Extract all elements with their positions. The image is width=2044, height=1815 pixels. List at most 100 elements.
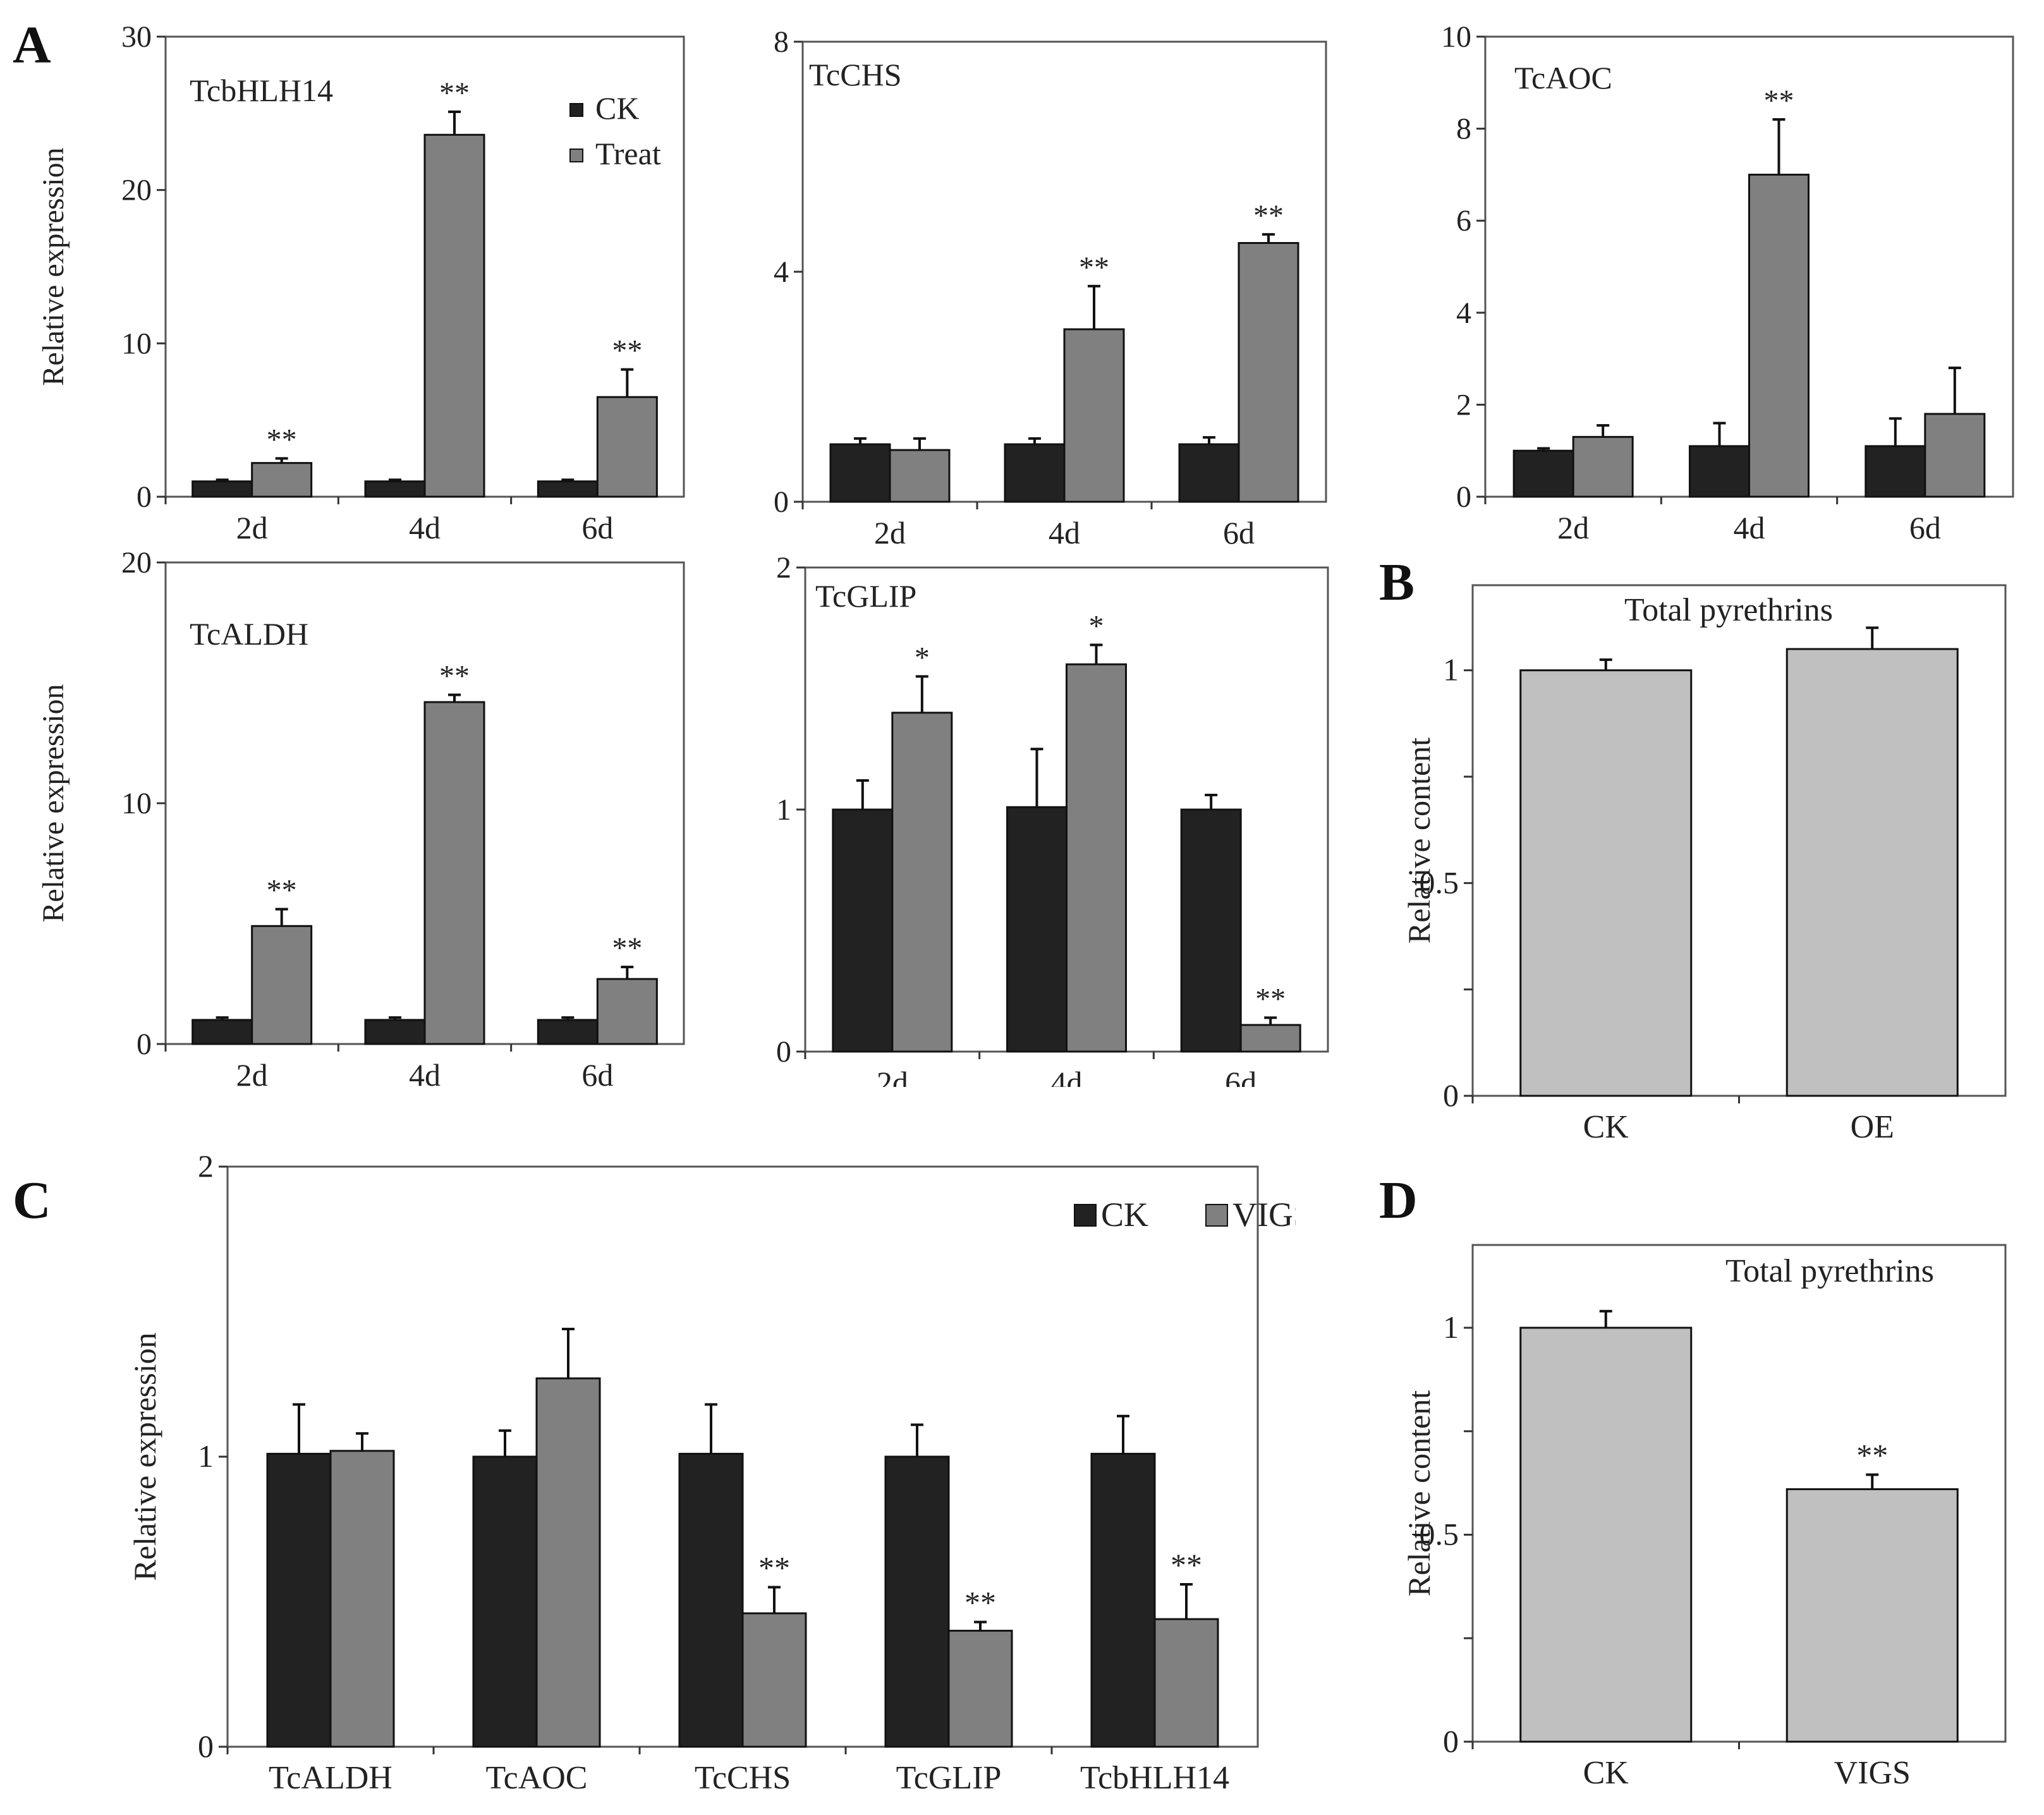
bar-ck [1090,1452,1156,1748]
y-tick-label: 1 [776,793,791,827]
x-tick-label: 6d [1225,1065,1256,1087]
bar-ck [266,1452,332,1748]
bar-treat [1748,173,1810,498]
legend-swatch-treat [569,149,583,162]
y-tick-label: 20 [121,174,152,207]
bar-ck [192,1019,253,1045]
y-tick-label: 1 [1443,1309,1459,1345]
significance-label: ** [612,334,642,368]
chart-tcaoc: 0 2 4 6 8 10 TcAOC 2d 4d ** 6d [1441,20,2014,545]
significance-label: * [915,641,930,674]
y-tick-label: 6 [1456,204,1471,238]
significance-label: * [1089,610,1104,643]
x-tick-label: 2d [236,510,268,545]
y-tick-label: 10 [1441,20,1471,54]
bar-treat [423,133,485,498]
chart-tcaldh: 0 10 20 Relative expression TcALDH 2d ** 4d ** 6d… [37,546,685,1087]
y-axis-label: Relative content [1401,1390,1437,1596]
y-axis-label: Relative expression [127,1333,162,1581]
chart-vigs-expression: 0 1 2 Relative expression TcALDH TcAOC TcCHS **… [127,1148,1296,1796]
y-tick-label: 0 [774,485,789,519]
x-tick-label: 6d [581,1057,613,1087]
y-tick-label: 0 [776,1035,791,1069]
significance-label: ** [1171,1547,1202,1582]
bar-ck [192,480,253,498]
bar-ck [884,1455,950,1748]
significance-label: ** [1079,251,1109,284]
chart-title: Total pyrethrins [1725,1253,1934,1289]
y-tick-label: 4 [1456,296,1471,330]
bar-ck [829,443,891,503]
x-tick-label: 6d [581,510,613,545]
bar-ck [537,480,599,498]
chart-title: TcALDH [190,616,308,652]
bar-ck [1180,808,1242,1053]
x-tick-label: TcCHS [695,1760,791,1796]
x-tick-label: 4d [1049,515,1080,550]
bar-ck [537,1019,599,1045]
bar-ck [364,1019,426,1045]
significance-label: ** [267,874,297,908]
legend-label-vigs: VIGS [1232,1196,1296,1234]
x-tick-label: 4d [409,510,441,545]
significance-label: ** [612,932,642,965]
panel-letter-b: B [1379,553,1415,612]
legend-label-ck: CK [595,90,639,126]
significance-label: ** [1856,1438,1888,1473]
y-tick-label: 20 [121,546,152,580]
y-tick-label: 10 [121,787,152,820]
chart-title: TcbHLH14 [190,73,333,108]
x-tick-label: 6d [1909,510,1941,545]
bar-ck [472,1455,538,1748]
y-tick-label: 0 [137,1028,152,1061]
chart-total-pyrethrins-vigs: 0 0.5 1 Relative content Total pyrethrins CK V… [1401,1244,2007,1791]
significance-label: ** [1764,84,1794,118]
x-tick-label: 4d [1051,1065,1083,1087]
y-tick-label: 10 [121,327,152,360]
x-tick-label: 6d [1223,515,1255,550]
significance-label: ** [1253,199,1284,233]
bar-treat [1063,328,1125,503]
chart-tcbhlh14: 0 10 20 30 Relative expression TcbHLH14 2d ** 4d… [37,20,685,545]
legend-label-ck: CK [1101,1196,1148,1234]
x-tick-label: VIGS [1834,1755,1911,1791]
y-tick-label: 4 [774,255,789,289]
y-tick-label: 30 [121,20,152,54]
bar-treat [1924,413,1986,498]
x-tick-label: TcAOC [485,1760,587,1796]
bar-ck [364,480,426,498]
bar-treat [1239,1024,1301,1053]
panel-letter-d: D [1379,1171,1418,1230]
y-tick-label: 0.5 [1420,1517,1459,1552]
significance-label: ** [964,1585,996,1620]
bar-ck [1865,445,1926,498]
y-axis-label: Relative expression [37,684,70,922]
legend-swatch-ck [569,103,583,117]
legend-swatch-ck [1074,1204,1097,1227]
bar-treat [423,701,485,1045]
y-tick-label: 8 [1456,112,1471,146]
panel-letter-c: C [13,1171,51,1230]
bar-vigs [535,1377,601,1748]
x-tick-label: CK [1583,1755,1629,1791]
bar-content [1785,1488,1959,1743]
bar-ck [1512,449,1574,498]
bar-treat [251,925,313,1045]
x-tick-label: TcGLIP [896,1760,1002,1796]
y-tick-label: 2 [198,1148,214,1184]
chart-tcchs: 0 4 8 TcCHS 2d 4d ** 6d ** [774,25,1327,550]
bar-treat [596,978,658,1045]
y-tick-label: 0 [198,1728,214,1764]
bar-ck [1689,445,1750,498]
y-tick-label: 0 [1456,480,1471,514]
bar-content [1785,648,1959,1097]
bar-treat [891,712,953,1053]
bar-ck [1178,443,1240,503]
significance-label: ** [758,1550,790,1586]
bar-ck [1004,443,1066,503]
chart-title: TcAOC [1514,60,1612,95]
significance-label: ** [1255,982,1286,1016]
y-tick-label: 2 [776,551,791,585]
bar-content [1519,669,1693,1097]
